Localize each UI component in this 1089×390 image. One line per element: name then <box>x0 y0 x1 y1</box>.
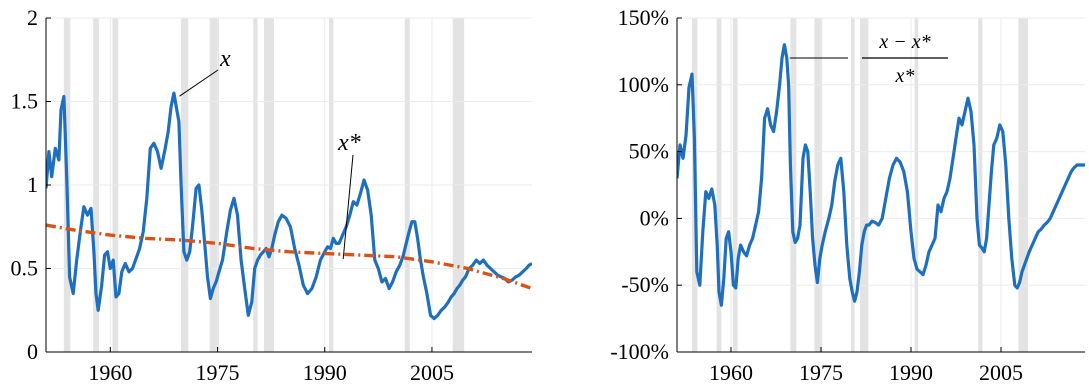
y-tick-label: 100% <box>618 72 669 97</box>
series-line-0 <box>46 91 532 321</box>
right-chart-panel: 1960 1975 1990 2005 -100% -50% 0% 50% 100% 150% x … <box>610 5 1085 385</box>
x-tick-label: 1990 <box>889 360 933 385</box>
y-tick-label: 2 <box>27 5 38 30</box>
y-tick-label: -50% <box>621 272 669 297</box>
y-tick-label: 1.5 <box>11 89 39 114</box>
y-tick-label: -100% <box>610 339 669 364</box>
x-tick-label: 2005 <box>979 360 1023 385</box>
x-tick-label: 1975 <box>196 360 240 385</box>
annotation-xstar: x* <box>337 130 361 156</box>
y-tick-label: 1 <box>27 172 38 197</box>
recession-band <box>716 18 722 352</box>
annotation-gap-numerator: x − x* <box>878 31 930 53</box>
y-tick-label: 0.5 <box>11 256 39 281</box>
recession-band <box>732 18 738 352</box>
annotation-gap-denominator: x* <box>895 65 915 87</box>
y-tick-label: 0 <box>27 339 38 364</box>
x-tick-label: 2005 <box>410 360 454 385</box>
recession-band <box>790 18 797 352</box>
recession-band <box>851 18 855 352</box>
recession-band <box>860 18 869 352</box>
recession-band <box>814 18 823 352</box>
annotation-x: x <box>219 46 231 72</box>
y-tick-label: 50% <box>629 139 669 164</box>
left-chart-panel: 1960 1975 1990 2005 0 0.5 1 1.5 2 x x* <box>11 5 532 385</box>
recession-band <box>914 18 919 352</box>
recession-band <box>978 18 983 352</box>
series-line-0 <box>677 43 1085 307</box>
annotation-leader-x <box>179 69 219 97</box>
x-tick-label: 1990 <box>303 360 347 385</box>
y-tick-label: 150% <box>618 5 669 30</box>
x-tick-label: 1975 <box>799 360 843 385</box>
annotation-leader-xstar <box>342 154 354 260</box>
recession-band <box>1018 18 1028 352</box>
series-line-1 <box>46 223 532 291</box>
y-tick-label: 0% <box>640 205 669 230</box>
x-tick-label: 1960 <box>709 360 753 385</box>
x-tick-label: 1960 <box>88 360 132 385</box>
